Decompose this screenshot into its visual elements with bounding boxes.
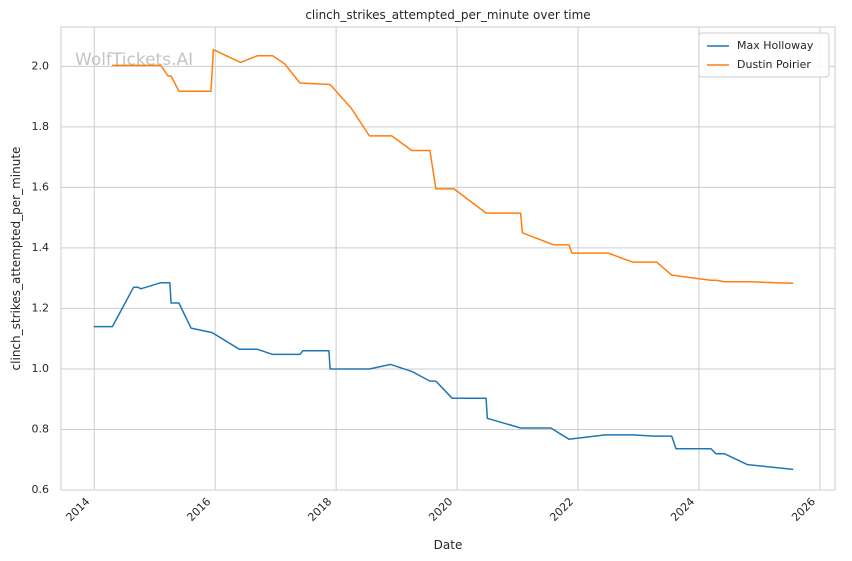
legend-label-dustin-poirier: Dustin Poirier — [737, 58, 811, 71]
y-tick-label: 1.4 — [32, 241, 50, 254]
y-tick-label: 1.6 — [32, 180, 50, 193]
y-tick-label: 1.0 — [32, 362, 50, 375]
legend-box — [698, 32, 830, 78]
y-tick-label: 1.2 — [32, 301, 50, 314]
y-axis-title: clinch_strikes_attempted_per_minute — [9, 147, 23, 371]
legend-label-max-holloway: Max Holloway — [737, 39, 814, 52]
plot-frame — [60, 26, 836, 491]
y-axis-ticks: 0.6 0.8 1.0 1.2 1.4 1.6 1.8 2.0 — [32, 59, 50, 496]
legend: Max Holloway Dustin Poirier — [698, 32, 830, 78]
y-tick-label: 2.0 — [32, 59, 50, 72]
y-tick-label: 0.6 — [32, 483, 50, 496]
chart-title: clinch_strikes_attempted_per_minute over… — [305, 8, 590, 22]
x-axis-title: Date — [434, 538, 463, 552]
series-line-dustin-poirier — [111, 48, 794, 285]
y-tick-label: 1.8 — [32, 120, 50, 133]
series-line-max-holloway — [93, 281, 794, 471]
y-tick-label: 0.8 — [32, 422, 50, 435]
series-layer — [93, 48, 794, 471]
watermark-text: WolfTickets.AI — [75, 50, 193, 70]
plot-area — [61, 27, 835, 490]
